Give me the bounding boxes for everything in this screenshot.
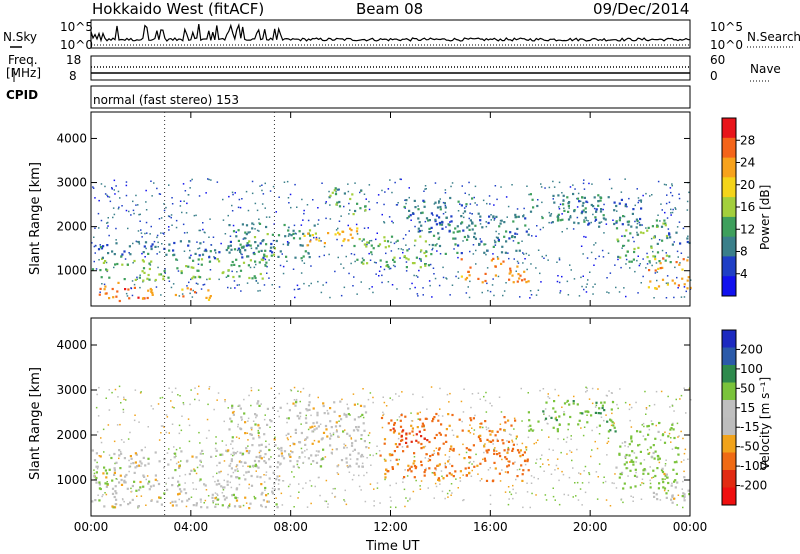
noise-sky-trace	[90, 22, 691, 43]
noise-search-label: N.Search	[747, 30, 800, 44]
power-colorbar-tick-label: 16	[740, 200, 755, 214]
ytick-label: 1000	[56, 264, 87, 278]
noise-sky-label: N.Sky	[3, 30, 38, 44]
freq-label: Freq.	[8, 53, 38, 67]
ytick-label: 3000	[56, 176, 87, 190]
velocity-colorbar-swatch	[722, 365, 736, 383]
power-colorbar-tick-label: 12	[740, 222, 755, 236]
nave-label: Nave	[750, 62, 781, 76]
velocity-colorbar-swatch	[722, 487, 736, 506]
power-colorbar-tick-label: 28	[740, 133, 755, 147]
beam-label: Beam 08	[356, 0, 424, 18]
noise-left-tick-bottom: 10^0	[60, 38, 93, 52]
velocity-colorbar-frame	[721, 329, 737, 506]
xtick-label: 20:00	[573, 520, 608, 534]
radar-title: Hokkaido West (fitACF)	[92, 0, 265, 18]
velocity-colorbar-swatch	[722, 347, 736, 366]
velocity-colorbar-tick-label: -15	[740, 420, 760, 434]
freq-panel-frame	[90, 55, 691, 81]
velocity-colorbar-swatch	[722, 470, 736, 488]
power-colorbar-swatch	[722, 236, 736, 257]
xtick-label: 00:00	[673, 520, 708, 534]
velocity-colorbar-tick-label: -100	[740, 459, 767, 473]
noise-left-tick-top: 10^5	[60, 20, 93, 34]
power-colorbar-swatch	[722, 157, 736, 178]
power-colorbar-swatch	[722, 256, 736, 277]
power-colorbar-tick-label: 4	[740, 267, 748, 281]
velocity-colorbar-tick-label: -200	[740, 479, 767, 493]
velocity-colorbar-tick-label: 200	[740, 342, 763, 356]
xtick-label: 00:00	[74, 520, 109, 534]
xtick-label: 12:00	[373, 520, 408, 534]
power-colorbar-swatch	[722, 276, 736, 297]
velocity-colorbar-swatch	[722, 417, 736, 436]
power-colorbar-swatch	[722, 197, 736, 218]
nave-tick-bottom: 0	[710, 69, 718, 83]
ytick-label: 1000	[56, 473, 87, 487]
velocity-colorbar-swatch	[722, 382, 736, 401]
freq-unit: [MHz]	[6, 66, 42, 80]
noise-right-tick-top: 10^5	[710, 20, 743, 34]
power-colorbar-tick-label: 24	[740, 156, 755, 170]
power-colorbar-swatch	[722, 177, 736, 198]
velocity-colorbar-tick-label: 100	[740, 362, 763, 376]
velocity-colorbar-swatch	[722, 400, 736, 418]
ytick-label: 2000	[56, 428, 87, 442]
noise-right-tick-bottom: 10^0	[710, 38, 743, 52]
freq-tick-top: 18	[66, 53, 82, 67]
xtick-label: 08:00	[273, 520, 308, 534]
velocity-colorbar-tick-label: 50	[740, 381, 755, 395]
power-colorbar-swatch	[722, 118, 736, 139]
noise-panel-frame	[90, 19, 691, 49]
nave-tick-top: 60	[710, 53, 726, 67]
cpid-label: CPID	[6, 88, 39, 102]
xtick-label: 16:00	[473, 520, 508, 534]
ytick-label: 4000	[56, 338, 87, 352]
date-label: 09/Dec/2014	[593, 0, 690, 18]
velocity-colorbar-swatch	[722, 330, 736, 348]
velocity-colorbar-tick-label: -50	[740, 440, 760, 454]
ytick-label: 3000	[56, 383, 87, 397]
freq-tick-bottom: 8	[69, 69, 77, 83]
cpid-panel-frame	[90, 85, 691, 109]
power-colorbar-tick-label: 8	[740, 245, 748, 259]
power-colorbar-tick-label: 20	[740, 178, 755, 192]
cpid-text: normal (fast stereo) 153	[93, 93, 240, 107]
power-colorbar-swatch	[722, 216, 736, 238]
velocity-colorbar-swatch	[722, 452, 736, 471]
velocity-panel	[90, 317, 692, 517]
power-colorbar-swatch	[722, 137, 736, 159]
ytick-label: 4000	[56, 131, 87, 145]
ytick-label: 2000	[56, 220, 87, 234]
velocity-colorbar-swatch	[722, 435, 736, 453]
xtick-label: 04:00	[174, 520, 209, 534]
velocity-colorbar-tick-label: 15	[740, 401, 755, 415]
time-xlabel: Time UT	[366, 539, 420, 554]
power-panel	[90, 111, 692, 307]
